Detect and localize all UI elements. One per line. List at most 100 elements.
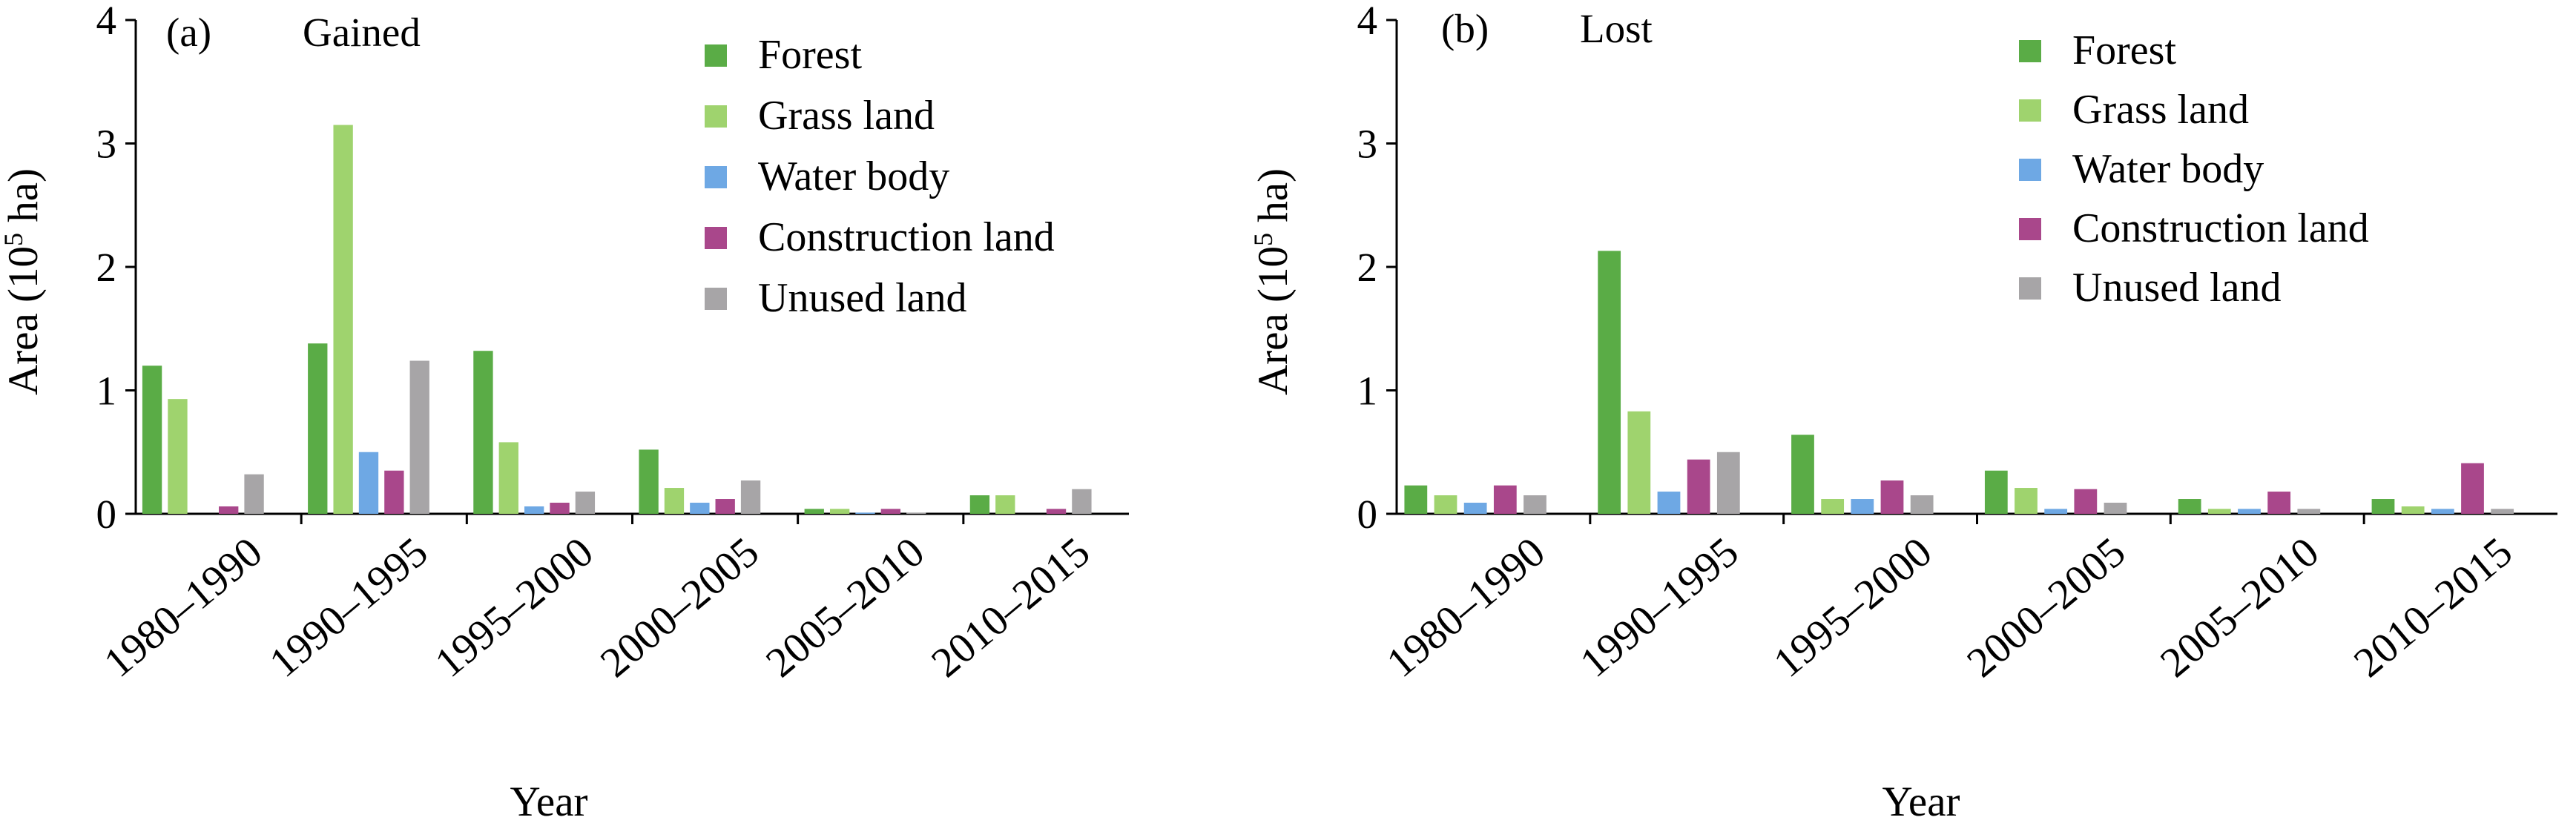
bar-forest-2000–2005	[639, 449, 659, 514]
legend-swatch-water-body	[2019, 159, 2041, 181]
x-tick-label: 1990–1995	[261, 529, 437, 687]
bar-construction-land-1995–2000	[550, 503, 570, 514]
legend-label-forest: Forest	[758, 32, 862, 78]
x-tick-label: 1980–1990	[95, 529, 271, 687]
bar-forest-1980–1990	[1404, 485, 1428, 514]
bar-forest-1990–1995	[1598, 251, 1621, 514]
bar-construction-land-1990–1995	[384, 470, 404, 514]
bar-grass-land-1980–1990	[1434, 495, 1457, 514]
bar-construction-land-1990–1995	[1687, 459, 1710, 514]
bar-grass-land-1990–1995	[1627, 411, 1651, 514]
legend-swatch-unused-land	[705, 288, 727, 310]
chart-title: Lost	[1580, 6, 1653, 51]
legend-swatch-grass-land	[705, 105, 727, 128]
bar-water-body-1995–2000	[524, 506, 544, 514]
legend-label-grass-land: Grass land	[2072, 87, 2249, 133]
chart-panel-b: 0 1 2 3 4 1980–1990 1990–1995 1995–2000 2000–200…	[1248, 0, 2557, 823]
x-axis-title: Year	[510, 779, 587, 823]
bar-unused-land-1990–1995	[409, 360, 429, 514]
y-tick-label: 0	[96, 492, 117, 537]
bar-water-body-2000–2005	[690, 503, 710, 514]
bar-forest-1995–2000	[473, 351, 493, 514]
legend-label-forest: Forest	[2072, 27, 2176, 73]
bar-water-body-2005–2010	[2238, 509, 2261, 514]
legend-swatch-forest	[2019, 40, 2041, 62]
bar-construction-land-2000–2005	[715, 499, 735, 514]
legend-swatch-water-body	[705, 166, 727, 188]
bar-forest-1990–1995	[308, 343, 328, 514]
bar-unused-land-2000–2005	[2104, 503, 2127, 514]
bar-construction-land-2010–2015	[2461, 463, 2484, 514]
bar-construction-land-2005–2010	[2267, 492, 2291, 514]
bar-water-body-1990–1995	[1657, 492, 1681, 514]
bar-forest-2010–2015	[2371, 499, 2395, 514]
legend-label-grass-land: Grass land	[758, 93, 935, 139]
legend-swatch-forest	[705, 44, 727, 67]
bar-grass-land-2010–2015	[2401, 506, 2425, 514]
bar-unused-land-1980–1990	[1523, 495, 1546, 514]
bar-unused-land-2005–2010	[906, 512, 926, 514]
x-tick-label: 1990–1995	[1572, 529, 1747, 687]
panel-label: (a)	[166, 10, 211, 55]
x-tick-label: 2000–2005	[1958, 529, 2134, 687]
y-tick-label: 2	[96, 245, 117, 290]
bar-grass-land-1995–2000	[498, 442, 518, 514]
y-axis-title: Area (105 ha)	[0, 168, 47, 395]
bar-unused-land-1995–2000	[1910, 495, 1934, 514]
bar-forest-2005–2010	[2178, 499, 2201, 514]
panel-label: (b)	[1441, 6, 1489, 51]
legend-swatch-grass-land	[2019, 99, 2041, 122]
bar-construction-land-1980–1990	[219, 506, 239, 514]
y-tick-label: 0	[1357, 492, 1378, 537]
bar-construction-land-2005–2010	[880, 509, 901, 514]
bar-grass-land-1990–1995	[333, 125, 353, 514]
legend-label-unused-land: Unused land	[2072, 265, 2282, 311]
y-tick-label: 1	[96, 368, 117, 414]
bar-water-body-2010–2015	[2431, 509, 2454, 514]
legend: Forest Grass land Water body Construction l…	[705, 32, 1055, 321]
x-tick-label: 2010–2015	[2345, 529, 2521, 687]
x-tick-label: 1995–2000	[1765, 529, 1940, 687]
x-axis-title: Year	[1882, 779, 1960, 823]
y-tick-label: 1	[1357, 368, 1378, 414]
y-tick-label: 3	[1357, 122, 1378, 167]
legend-label-construction-land: Construction land	[758, 214, 1055, 260]
bar-grass-land-2005–2010	[2207, 509, 2231, 514]
bar-unused-land-2000–2005	[740, 480, 761, 514]
x-tick-label: 1980–1990	[1378, 529, 1554, 687]
legend-label-unused-land: Unused land	[758, 275, 967, 321]
bar-water-body-2005–2010	[855, 512, 875, 514]
bar-construction-land-1980–1990	[1493, 485, 1517, 514]
bar-grass-land-2000–2005	[664, 488, 685, 514]
bar-grass-land-1995–2000	[1821, 499, 1845, 514]
y-axis-title: Area (105 ha)	[1248, 168, 1297, 395]
bar-grass-land-2010–2015	[995, 495, 1015, 514]
legend-label-construction-land: Construction land	[2072, 205, 2369, 251]
bar-water-body-1980–1990	[1463, 503, 1487, 514]
legend-swatch-unused-land	[2019, 277, 2041, 300]
bar-construction-land-2000–2005	[2074, 489, 2098, 514]
legend-swatch-construction-land	[2019, 218, 2041, 240]
x-tick-label: 1995–2000	[426, 529, 602, 687]
bar-construction-land-1995–2000	[1880, 480, 1904, 514]
bar-forest-1995–2000	[1791, 434, 1814, 514]
bar-water-body-1990–1995	[358, 452, 379, 514]
bar-grass-land-1980–1990	[168, 399, 188, 514]
legend-swatch-construction-land	[705, 227, 727, 249]
y-tick-label: 4	[96, 0, 117, 43]
bar-unused-land-2005–2010	[2297, 509, 2321, 514]
chart-panel-a: 0 1 2 3 4 1980–19901990–19951995–20002000–200…	[0, 0, 1129, 823]
legend: Forest Grass land Water body Construction l…	[2019, 27, 2369, 311]
bar-forest-2000–2005	[1984, 470, 2008, 514]
bar-water-body-2000–2005	[2044, 509, 2068, 514]
bar-construction-land-2010–2015	[1046, 509, 1067, 514]
y-tick-label: 4	[1357, 0, 1378, 43]
bar-water-body-1995–2000	[1851, 499, 1874, 514]
bar-unused-land-1995–2000	[575, 492, 596, 514]
bar-unused-land-2010–2015	[2491, 509, 2514, 514]
legend-label-water-body: Water body	[758, 153, 949, 199]
bar-forest-1980–1990	[142, 366, 162, 514]
x-tick-label: 2005–2010	[757, 529, 933, 687]
legend-label-water-body: Water body	[2072, 146, 2264, 192]
